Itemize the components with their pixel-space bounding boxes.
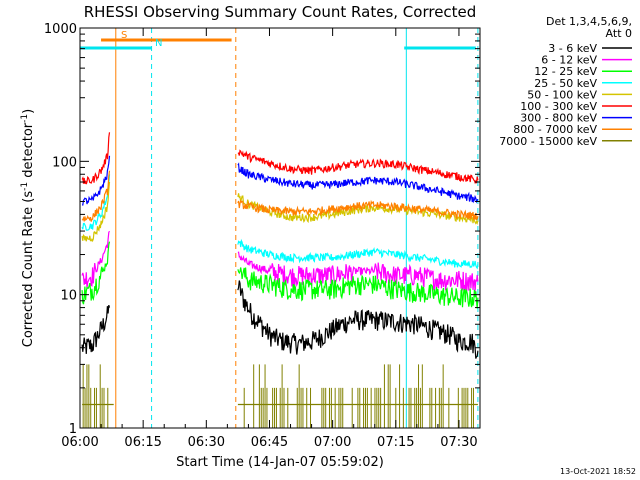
series-line-8-part-2 (237, 199, 479, 221)
series-line-1-part-2 (237, 280, 479, 359)
legend-label-4: 25 - 50 keV (534, 77, 597, 90)
legend-label-9: 7000 - 15000 keV (499, 135, 597, 148)
y-tick-label-2: 10 (60, 289, 77, 304)
series-line-2-part-1 (81, 230, 111, 289)
x-tick-label-4: 06:45 (251, 435, 288, 450)
series-line-4-part-2 (237, 238, 479, 270)
series-line-8-part-1 (81, 170, 111, 222)
date-stamp: 13-Oct-2021 18:52 (560, 467, 636, 476)
x-tick-label-7: 07:30 (440, 435, 477, 450)
legend-label-8: 800 - 7000 keV (513, 123, 597, 136)
legend-label-2: 6 - 12 keV (541, 54, 597, 67)
series-line-7-part-1 (82, 155, 111, 206)
legend-label-5: 50 - 100 keV (527, 88, 597, 101)
y-axis-label-main: Corrected Count Rate (s (21, 191, 36, 348)
series-line-1-part-1 (81, 304, 111, 354)
y-axis-label-mid: detector (21, 122, 36, 182)
flag-label-S: S (121, 30, 127, 41)
x-tick-label-5: 07:00 (314, 435, 351, 450)
x-tick-label-6: 07:15 (377, 435, 414, 450)
y-axis-label-sup1: -1 (20, 182, 30, 191)
series-line-7-part-2 (237, 162, 479, 204)
chart-title: RHESSI Observing Summary Count Rates, Co… (84, 3, 477, 21)
series-line-4-part-1 (81, 174, 111, 231)
legend-label-3: 12 - 25 keV (534, 65, 597, 78)
plot-frame (79, 27, 481, 429)
y-axis-label-end: ) (21, 109, 36, 114)
series-line-3-part-1 (81, 241, 111, 305)
series-line-6-part-2 (237, 149, 479, 185)
y-axis-label: Corrected Count Rate (s-1 detector-1) (20, 109, 36, 347)
y-tick-label-4: 1000 (44, 22, 77, 37)
legend-header-attenuator: Att 0 (606, 27, 632, 40)
y-axis: 1 10 100 1000 (44, 22, 480, 437)
y-tick-label-1: 1 (69, 422, 77, 437)
legend-label-6: 100 - 300 keV (520, 100, 597, 113)
x-axis-label: Start Time (14-Jan-07 05:59:02) (176, 455, 384, 470)
y-axis-label-sup2: -1 (20, 114, 30, 123)
legend-label-1: 3 - 6 keV (548, 42, 597, 55)
flag-label-N: N (155, 38, 162, 49)
x-axis: 06:00 06:15 06:30 06:45 07:00 07:15 07:30 (61, 28, 481, 450)
y-tick-label-3: 100 (52, 155, 77, 170)
plot-area: SN (80, 28, 479, 428)
x-tick-label-2: 06:15 (124, 435, 161, 450)
legend-label-7: 300 - 800 keV (520, 112, 597, 125)
x-tick-label-3: 06:30 (188, 435, 225, 450)
series-line-6-part-1 (81, 132, 111, 185)
x-tick-label-1: 06:00 (61, 435, 98, 450)
series-line-3-part-2 (237, 267, 479, 309)
legend-header-detectors: Det 1,3,4,5,6,9, (546, 15, 632, 28)
series-line-5-part-1 (81, 181, 111, 243)
